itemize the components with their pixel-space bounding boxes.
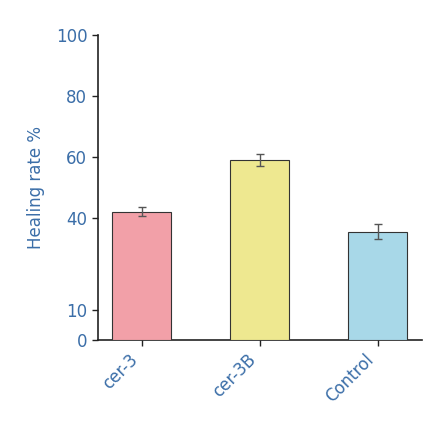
Bar xyxy=(230,160,289,340)
Bar xyxy=(348,232,407,340)
Y-axis label: Healing rate %: Healing rate % xyxy=(27,126,44,249)
Bar xyxy=(112,212,171,340)
